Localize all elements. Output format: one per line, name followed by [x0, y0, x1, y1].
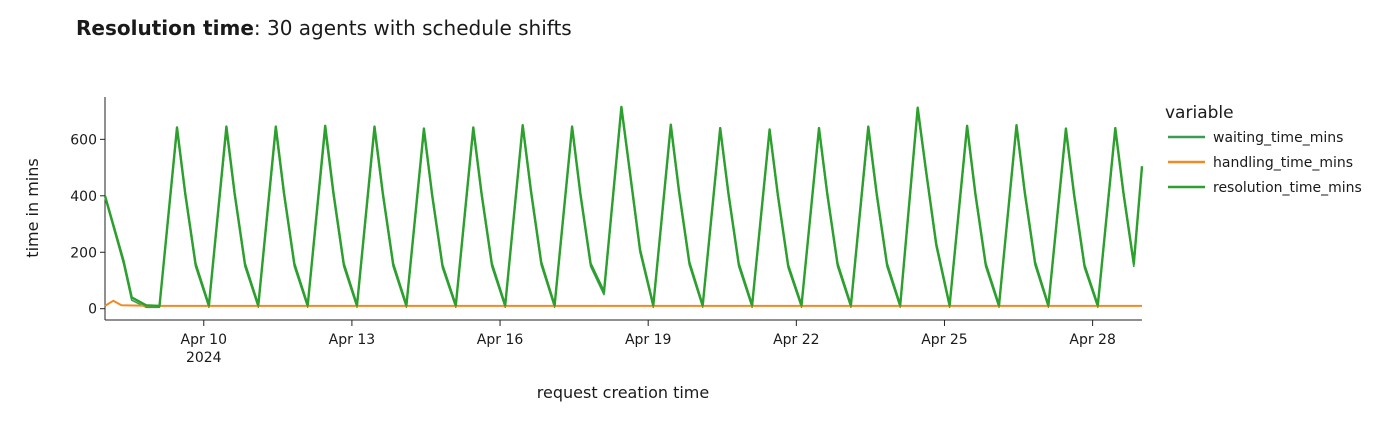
y-ticks: 0 200 400 600: [70, 132, 105, 318]
x-tick-label: Apr 22: [773, 332, 819, 348]
legend-item-waiting-time-mins[interactable]: waiting_time_mins: [1168, 130, 1343, 146]
legend[interactable]: variable waiting_time_mins handling_time_…: [1165, 103, 1362, 196]
x-tick-label: Apr 19: [625, 332, 671, 348]
x-tick-label: Apr 28: [1069, 332, 1115, 348]
legend-label: resolution_time_mins: [1213, 180, 1362, 196]
legend-item-handling-time-mins[interactable]: handling_time_mins: [1168, 155, 1353, 171]
series-lines: [103, 105, 1144, 309]
chart-title-bold: Resolution time: [76, 16, 254, 40]
x-axis-label: request creation time: [537, 383, 709, 402]
y-axis-label: time in mins: [23, 158, 42, 257]
x-ticks: Apr 10 2024 Apr 13 Apr 16 Apr 19 Apr 22 Apr 25…: [181, 320, 1116, 366]
x-tick-label: Apr 10: [181, 332, 227, 348]
x-tick-label: Apr 16: [477, 332, 524, 348]
legend-label: handling_time_mins: [1213, 155, 1353, 171]
x-tick-label: Apr 25: [921, 332, 967, 348]
y-tick-label: 0: [88, 302, 97, 318]
legend-items[interactable]: waiting_time_mins handling_time_minsresol…: [1168, 130, 1362, 196]
legend-title: variable: [1165, 103, 1234, 123]
x-tick-label: Apr 13: [329, 332, 375, 348]
y-tick-label: 200: [70, 245, 97, 261]
series-line-handling-time-mins: [104, 299, 1142, 307]
x-tick-sublabel: 2024: [186, 350, 222, 366]
y-tick-label: 600: [70, 132, 97, 148]
chart-subtitle: : 30 agents with schedule shifts: [254, 16, 572, 40]
legend-item-resolution-time-mins[interactable]: resolution_time_mins: [1168, 180, 1362, 196]
chart-title: Resolution time: 30 agents with schedule…: [76, 16, 572, 40]
y-tick-label: 400: [70, 189, 97, 205]
series-line-resolution-time-mins: [103, 105, 1144, 308]
legend-label: waiting_time_mins: [1213, 130, 1343, 146]
